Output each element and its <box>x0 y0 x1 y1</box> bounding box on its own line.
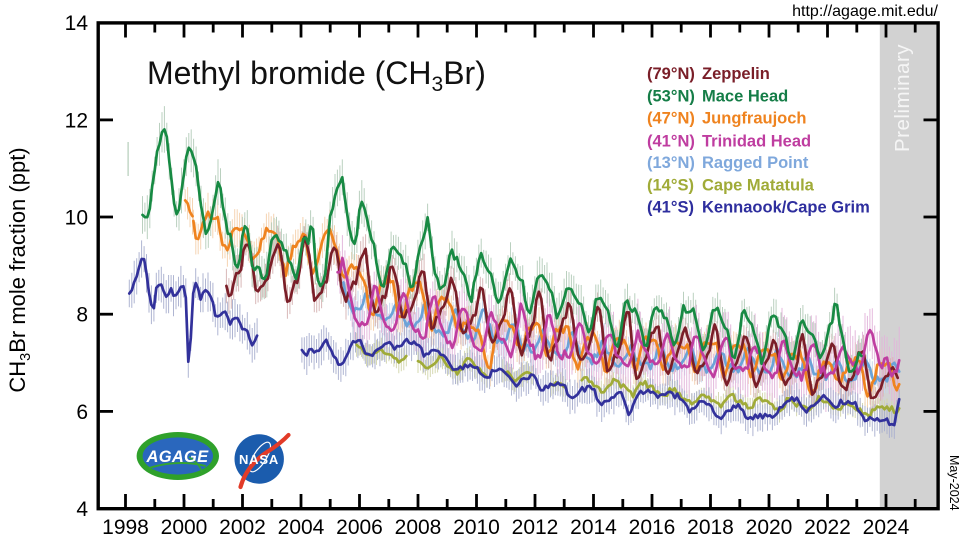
svg-text:May-2024: May-2024 <box>947 455 960 511</box>
svg-text:AGAGE: AGAGE <box>145 448 209 466</box>
svg-text:(41°N)Trinidad Head: (41°N) Trinidad Head <box>647 132 811 150</box>
svg-text:6: 6 <box>76 401 88 424</box>
svg-text:8: 8 <box>76 304 88 327</box>
svg-text:2014: 2014 <box>570 516 617 539</box>
svg-text:(79°N)Zeppelin: (79°N) Zeppelin <box>647 65 770 83</box>
svg-text:2002: 2002 <box>219 516 266 539</box>
svg-text:2004: 2004 <box>278 516 325 539</box>
svg-text:(47°N)Jungfraujoch: (47°N) Jungfraujoch <box>647 110 807 128</box>
svg-text:2022: 2022 <box>804 516 851 539</box>
svg-text:2024: 2024 <box>863 516 910 539</box>
svg-text:NASA: NASA <box>239 452 279 467</box>
svg-text:2020: 2020 <box>746 516 793 539</box>
svg-text:2010: 2010 <box>453 516 500 539</box>
svg-text:(14°S)Cape Matatula: (14°S) Cape Matatula <box>647 177 815 195</box>
svg-text:12: 12 <box>65 109 88 132</box>
svg-text:CH3Br mole fraction (ppt): CH3Br mole fraction (ppt) <box>5 147 34 392</box>
svg-text:(53°N)Mace Head: (53°N) Mace Head <box>647 88 788 106</box>
svg-text:2006: 2006 <box>336 516 383 539</box>
svg-text:2016: 2016 <box>629 516 676 539</box>
svg-text:2000: 2000 <box>161 516 208 539</box>
svg-text:2008: 2008 <box>395 516 442 539</box>
svg-text:Preliminary: Preliminary <box>891 44 914 152</box>
svg-text:Methyl bromide (CH3Br): Methyl bromide (CH3Br) <box>147 55 486 96</box>
svg-text:2012: 2012 <box>512 516 559 539</box>
svg-text:(41°S)Kennaook/Cape Grim: (41°S) Kennaook/Cape Grim <box>647 199 870 217</box>
svg-text:http://agage.mit.edu/: http://agage.mit.edu/ <box>792 3 938 20</box>
svg-text:10: 10 <box>65 207 88 230</box>
svg-text:14: 14 <box>65 12 89 35</box>
svg-text:4: 4 <box>76 498 88 521</box>
svg-text:2018: 2018 <box>687 516 734 539</box>
svg-text:(13°N)Ragged Point: (13°N) Ragged Point <box>647 154 809 172</box>
svg-text:1998: 1998 <box>102 516 149 539</box>
